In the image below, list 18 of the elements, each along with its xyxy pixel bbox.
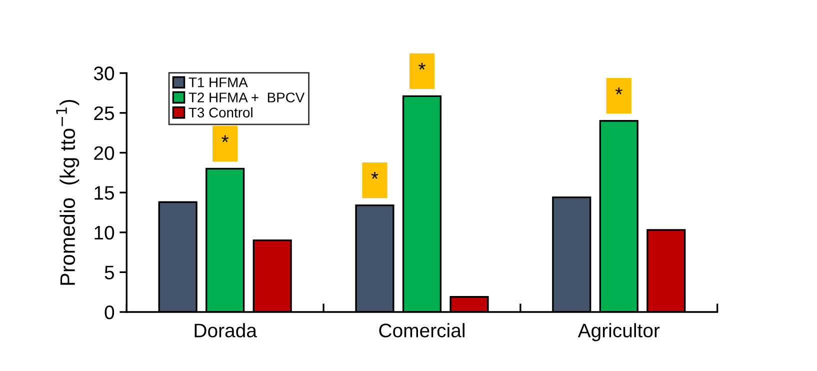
data-label: * xyxy=(615,88,622,94)
y-tick-label: 10 xyxy=(94,226,114,240)
data-label: * xyxy=(222,135,229,142)
legend-label: T3 Control xyxy=(188,107,252,118)
y-axis-title: Promedio (kg tto$^{−1}$) xyxy=(56,100,80,285)
legend-label: T2 HFMA + BPCV xyxy=(188,92,305,102)
y-tick-label: 30 xyxy=(94,66,114,80)
x-tick-label: Agricultor xyxy=(578,323,660,342)
y-tick-label: 5 xyxy=(104,266,114,280)
x-tick-label: Comercial xyxy=(379,323,464,338)
y-tick-label: 15 xyxy=(94,186,114,200)
data-label: * xyxy=(371,172,378,179)
y-tick-label: 20 xyxy=(94,146,114,160)
legend-label: T1 HFMA xyxy=(188,78,248,88)
y-tick-label: 25 xyxy=(94,106,114,120)
data-label: * xyxy=(418,62,426,70)
y-tick-label: 0 xyxy=(104,305,114,320)
x-tick-label: Dorada xyxy=(194,323,257,338)
